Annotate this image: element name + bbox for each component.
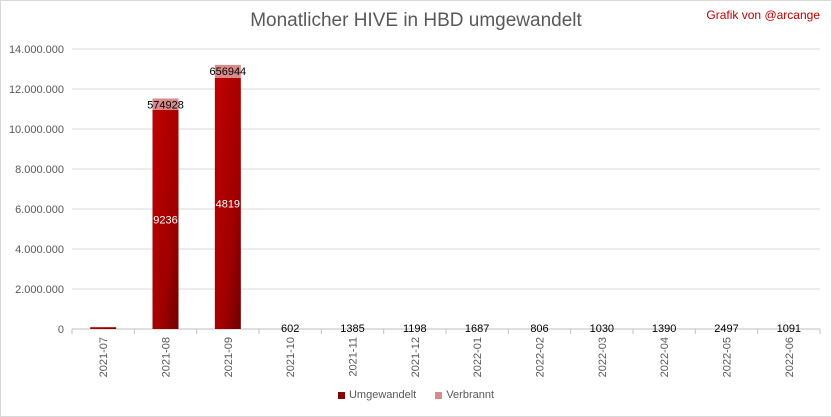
data-label-burned: 806 [530,323,548,335]
x-tick-label: 2022-06 [784,337,796,377]
y-axis: 0 2.000.000 4.000.000 6.000.000 8.000.000 10.… [9,44,64,336]
data-label-burned: 656944 [209,66,246,78]
data-label-burned: 1091 [777,323,801,335]
data-label-burned: 1030 [590,323,614,335]
x-tick-label: 2022-01 [472,337,484,377]
data-labels: 9236 574928 4819 656944 602 1385 1198 1687 806 10… [147,66,801,335]
x-tick-label: 2021-11 [348,337,360,377]
data-label-burned: 2497 [714,323,738,335]
x-tick-label: 2022-02 [535,337,547,377]
chart-legend: Umgewandelt Verbrannt [0,389,832,402]
chart-credit: Grafik von @arcange [706,8,820,22]
legend-swatch-burned [435,391,443,399]
bars [90,64,241,329]
data-label-burned: 1385 [340,323,364,335]
x-tick-label: 2022-05 [722,337,734,377]
data-label-burned: 1198 [403,323,427,335]
bar-converted [152,110,179,329]
legend-item-burned[interactable]: Verbrannt [435,389,494,401]
x-tick-label: 2021-09 [223,337,235,377]
legend-swatch-converted [337,391,345,399]
x-tick-label: 2021-12 [410,337,422,377]
x-tick-label: 2021-10 [285,337,297,377]
bar-burned [214,64,241,78]
y-tick-label: 6.000.000 [15,204,64,216]
gridlines [72,48,820,330]
x-tick-label: 2021-08 [161,337,173,377]
y-tick-label: 2.000.000 [15,284,64,296]
data-label-burned: 1687 [465,323,489,335]
data-label-burned: 602 [281,323,299,335]
legend-label-converted: Umgewandelt [348,389,417,401]
x-tick-label: 2021-07 [98,337,110,377]
legend-label-burned: Verbrannt [446,389,495,401]
y-tick-label: 4.000.000 [15,244,64,256]
data-label-burned: 1390 [652,323,676,335]
data-label-converted: 4819 [216,199,240,211]
data-label-burned: 574928 [147,100,184,112]
bar-burned [152,98,179,110]
bar-converted [214,78,241,329]
y-tick-label: 8.000.000 [15,164,64,176]
bar-converted [90,327,117,329]
y-tick-label: 12.000.000 [9,84,64,96]
data-label-converted: 9236 [153,215,177,227]
x-axis: 2021-07 2021-08 2021-09 2021-10 2021-11 2021-… [71,329,821,377]
chart-title: Monatlicher HIVE in HBD umgewandelt [250,10,582,31]
y-tick-label: 14.000.000 [9,44,64,56]
y-tick-label: 0 [58,324,64,336]
x-tick-label: 2022-03 [597,337,609,377]
legend-item-converted[interactable]: Umgewandelt [337,389,417,401]
y-tick-label: 10.000.000 [9,124,64,136]
x-tick-label: 2022-04 [659,337,671,377]
